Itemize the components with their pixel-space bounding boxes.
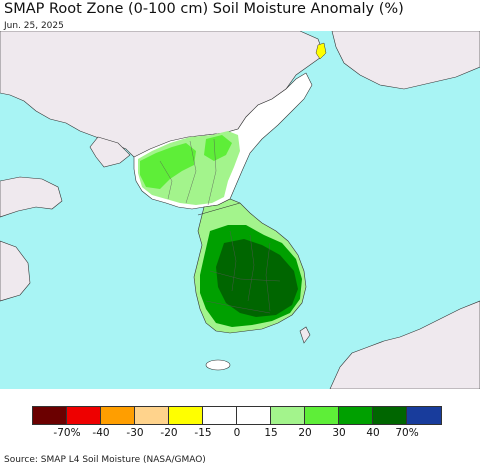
jiangsu-landmass <box>0 240 31 302</box>
sk-very-wet-region <box>216 239 298 317</box>
legend-tick-label: 70% <box>395 427 419 439</box>
tsushima-island <box>299 326 311 344</box>
nk-wetter-region-2 <box>204 135 232 161</box>
source-note: Source: SMAP L4 Soil Moisture (NASA/GMAO… <box>4 455 206 465</box>
map-title: SMAP Root Zone (0-100 cm) Soil Moisture … <box>4 1 404 17</box>
legend-tick-label: 40 <box>366 427 380 439</box>
legend-tick-label: 20 <box>298 427 312 439</box>
legend-swatch <box>373 407 407 424</box>
legend-tick-label: -30 <box>126 427 144 439</box>
map-panel <box>0 31 480 389</box>
legend-swatch <box>203 407 237 424</box>
legend-swatch <box>407 407 441 424</box>
legend-swatch <box>339 407 373 424</box>
legend-colorbar <box>32 406 442 425</box>
legend-swatch <box>169 407 203 424</box>
shandong-landmass <box>0 176 63 218</box>
internal-borders <box>159 138 281 314</box>
legend-tick-label: 30 <box>332 427 346 439</box>
legend-tick-label: -40 <box>92 427 110 439</box>
legend-tick-label: -20 <box>160 427 178 439</box>
korea-map <box>0 31 480 389</box>
map-date: Jun. 25, 2025 <box>4 21 64 31</box>
legend-swatch <box>135 407 169 424</box>
legend-swatch <box>101 407 135 424</box>
legend-swatch <box>271 407 305 424</box>
nk-sk-border <box>197 202 241 216</box>
legend-tick-label: 15 <box>264 427 278 439</box>
legend-tick-label: 0 <box>233 427 241 439</box>
legend-swatch <box>237 407 271 424</box>
dry-spot <box>315 42 327 60</box>
legend-tick-label: -70% <box>53 427 81 439</box>
liaodong-landmass <box>89 136 131 168</box>
legend-swatch <box>33 407 67 424</box>
legend-tick-label: -15 <box>194 427 212 439</box>
nk-wetter-region <box>140 143 196 189</box>
legend-swatch <box>67 407 101 424</box>
japan-landmass <box>329 300 480 389</box>
legend-labels: -70% -40 -30 -20 -15 0 15 20 30 40 70% <box>0 427 480 441</box>
jeju-island <box>205 359 231 371</box>
russia-landmass <box>331 31 480 90</box>
legend-swatch <box>305 407 339 424</box>
